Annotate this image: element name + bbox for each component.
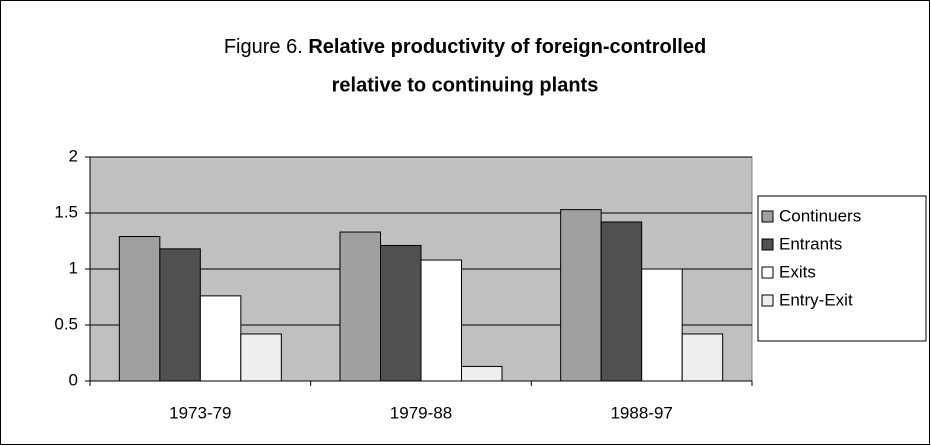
bar [118,236,161,382]
legend-label: Entry-Exit [779,290,853,309]
bar [641,268,683,382]
bar [461,365,503,382]
bar [199,295,242,382]
x-tick-label: 1988-97 [610,403,672,422]
bar [339,231,381,382]
title-main: Relative productivity of foreign-control… [308,36,706,58]
bar [159,248,201,382]
legend-label: Entrants [779,234,842,253]
y-tick-label: 0.5 [54,314,78,333]
bar [380,244,422,382]
title-prefix: Figure 6. [224,36,303,58]
bar [600,221,643,382]
x-tick-label: 1973-79 [169,403,231,422]
y-tick-label: 0 [69,370,78,389]
chart-title: Figure 6. Relative productivity of forei… [224,36,706,58]
title-line-2: relative to continuing plants [332,74,599,96]
legend-label: Exits [779,262,816,281]
legend-swatch [761,294,774,307]
bar [240,333,282,382]
bar [681,333,724,382]
x-tick-label: 1979-88 [390,403,452,422]
y-tick-label: 1.5 [54,202,78,221]
bar [560,209,602,382]
y-tick-label: 1 [69,258,78,277]
y-tick-label: 2 [69,146,78,165]
legend-swatch [761,266,774,279]
bar [420,259,462,382]
legend-box [757,195,927,342]
legend-swatch [761,210,774,223]
legend-swatch [761,238,774,251]
legend-label: Continuers [779,206,861,225]
